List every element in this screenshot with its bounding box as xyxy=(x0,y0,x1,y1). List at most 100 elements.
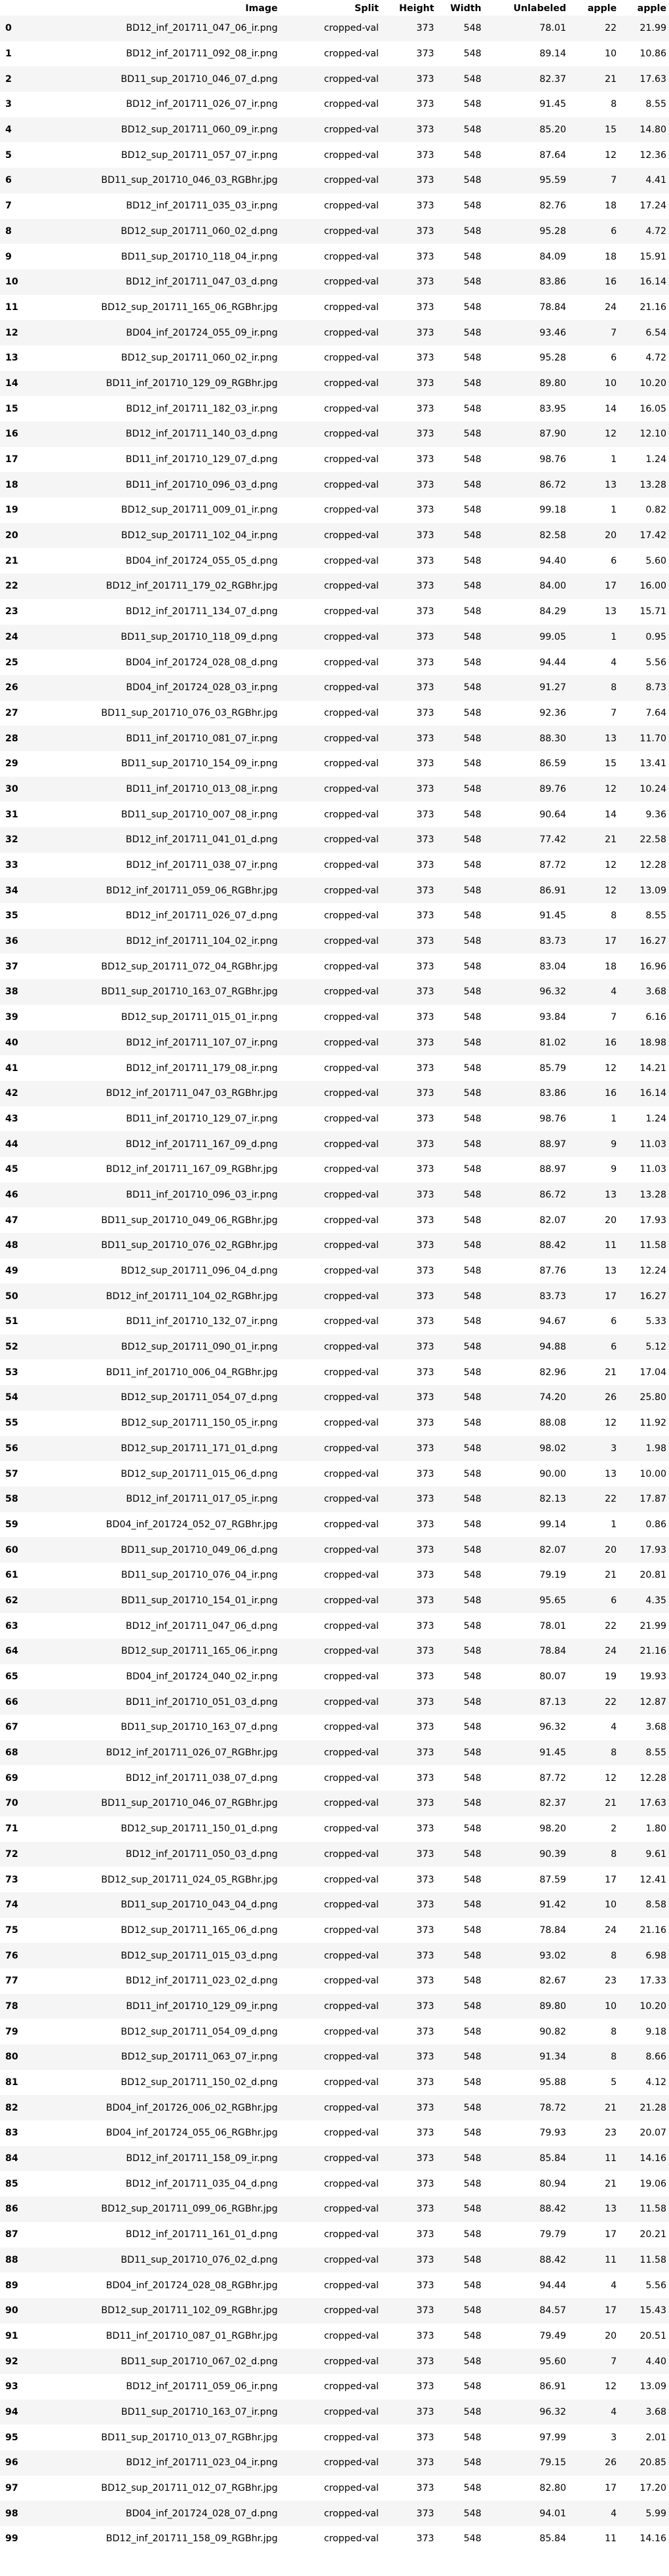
row-index: 96 xyxy=(5,2457,18,2469)
row-index: 84 xyxy=(5,2153,18,2164)
split-cell: cropped-val xyxy=(324,860,379,871)
height-cell: 373 xyxy=(416,936,434,947)
table-row: 57 BD12_sup_201711_015_06_d.png cropped-va… xyxy=(0,1461,669,1487)
split-cell: cropped-val xyxy=(324,1088,379,1099)
width-cell: 548 xyxy=(463,353,482,364)
unlabeled-cell: 97.99 xyxy=(539,2432,566,2443)
height-cell: 373 xyxy=(416,2204,434,2215)
height-cell: 373 xyxy=(416,429,434,440)
row-index: 45 xyxy=(5,1164,18,1175)
image-cell: BD12_sup_201711_057_07_ir.png xyxy=(121,149,278,161)
apple-percent-cell: 11.03 xyxy=(640,1164,666,1175)
split-cell: cropped-val xyxy=(324,1544,379,1555)
height-cell: 373 xyxy=(416,1037,434,1048)
table-row: 71 BD12_sup_201711_150_01_d.png cropped-va… xyxy=(0,1816,669,1842)
table-row: 76 BD12_sup_201711_015_03_d.png cropped-va… xyxy=(0,1943,669,1968)
height-cell: 373 xyxy=(416,1215,434,1226)
table-row: 90 BD12_sup_201711_102_09_RGBhr.jpg croppe… xyxy=(0,2297,669,2324)
unlabeled-cell: 85.84 xyxy=(539,2533,566,2545)
apple-count-cell: 1 xyxy=(611,631,617,642)
image-cell: BD11_sup_201710_067_02_d.png xyxy=(121,2356,278,2367)
row-index: 74 xyxy=(5,1900,18,1911)
row-index: 65 xyxy=(5,1671,18,1683)
table-row: 38 BD11_sup_201710_163_07_RGBhr.jpg croppe… xyxy=(0,979,669,1005)
image-cell: BD04_inf_201724_040_02_ir.png xyxy=(126,1671,278,1683)
table-row: 65 BD04_inf_201724_040_02_ir.png cropped-v… xyxy=(0,1664,669,1690)
split-cell: cropped-val xyxy=(324,1392,379,1403)
width-cell: 548 xyxy=(463,2026,482,2037)
apple-percent-cell: 14.80 xyxy=(640,125,666,136)
apple-percent-cell: 17.04 xyxy=(640,1367,666,1378)
unlabeled-cell: 94.88 xyxy=(539,1342,566,1353)
split-cell: cropped-val xyxy=(324,2254,379,2265)
table-row: 93 BD12_inf_201711_059_06_ir.png cropped-v… xyxy=(0,2373,669,2400)
unlabeled-cell: 91.45 xyxy=(539,1747,566,1759)
height-cell: 373 xyxy=(416,403,434,414)
apple-percent-cell: 5.60 xyxy=(645,555,666,566)
row-index: 71 xyxy=(5,1824,18,1835)
apple-percent-cell: 4.35 xyxy=(645,1595,666,1606)
height-cell: 373 xyxy=(416,809,434,820)
apple-percent-cell: 9.18 xyxy=(645,2026,666,2037)
row-index: 89 xyxy=(5,2280,18,2291)
width-cell: 548 xyxy=(463,2204,482,2215)
apple-percent-cell: 17.20 xyxy=(640,2483,666,2494)
apple-count-cell: 15 xyxy=(605,758,617,770)
apple-percent-cell: 8.55 xyxy=(645,99,666,110)
apple-percent-cell: 17.63 xyxy=(640,73,666,85)
image-cell: BD11_sup_201710_118_04_ir.png xyxy=(121,251,278,262)
unlabeled-cell: 82.76 xyxy=(539,201,566,212)
row-index: 40 xyxy=(5,1037,18,1048)
image-cell: BD12_inf_201711_104_02_RGBhr.jpg xyxy=(105,1291,278,1302)
apple-count-cell: 2 xyxy=(611,1824,617,1835)
table-row: 15 BD12_inf_201711_182_03_ir.png cropped-v… xyxy=(0,396,669,421)
table-row: 66 BD11_inf_201710_051_03_d.png cropped-va… xyxy=(0,1689,669,1715)
width-cell: 548 xyxy=(463,2533,482,2545)
apple-count-cell: 24 xyxy=(605,1646,617,1657)
apple-percent-cell: 21.16 xyxy=(640,1646,666,1657)
apple-count-cell: 11 xyxy=(605,1240,617,1251)
apple-percent-cell: 17.93 xyxy=(640,1215,666,1226)
row-index: 77 xyxy=(5,1976,18,1987)
split-cell: cropped-val xyxy=(324,2102,379,2113)
width-cell: 548 xyxy=(463,657,482,668)
apple-percent-cell: 12.36 xyxy=(640,149,666,161)
width-cell: 548 xyxy=(463,1012,482,1023)
width-cell: 548 xyxy=(463,1848,482,1860)
width-cell: 548 xyxy=(463,2356,482,2367)
split-cell: cropped-val xyxy=(324,505,379,516)
apple-percent-cell: 4.12 xyxy=(645,2077,666,2088)
split-cell: cropped-val xyxy=(324,403,379,414)
table-row: 47 BD11_sup_201710_049_06_RGBhr.jpg croppe… xyxy=(0,1207,669,1233)
apple-percent-cell: 21.16 xyxy=(640,1924,666,1936)
width-cell: 548 xyxy=(463,1595,482,1606)
apple-percent-cell: 19.93 xyxy=(640,1671,666,1683)
apple-percent-cell: 12.28 xyxy=(640,860,666,871)
table-row: 44 BD12_inf_201711_167_09_d.png cropped-va… xyxy=(0,1131,669,1157)
apple-count-cell: 6 xyxy=(611,555,617,566)
table-row: 91 BD11_inf_201710_087_01_RGBhr.jpg croppe… xyxy=(0,2323,669,2349)
height-cell: 373 xyxy=(416,1900,434,1911)
image-cell: BD12_sup_201711_015_06_d.png xyxy=(121,1468,278,1479)
apple-percent-cell: 0.82 xyxy=(645,505,666,516)
apple-count-cell: 7 xyxy=(611,2356,617,2367)
image-cell: BD12_sup_201711_171_01_d.png xyxy=(121,1443,278,1454)
apple-count-cell: 4 xyxy=(611,1722,617,1733)
split-cell: cropped-val xyxy=(324,2229,379,2240)
height-cell: 373 xyxy=(416,149,434,161)
image-cell: BD11_inf_201710_129_09_ir.png xyxy=(126,2000,278,2012)
row-index: 79 xyxy=(5,2026,18,2037)
unlabeled-cell: 85.79 xyxy=(539,1063,566,1074)
apple-percent-cell: 11.58 xyxy=(640,2204,666,2215)
apple-count-cell: 14 xyxy=(605,403,617,414)
unlabeled-cell: 79.49 xyxy=(539,2330,566,2341)
split-cell: cropped-val xyxy=(324,758,379,770)
image-cell: BD11_sup_201710_046_07_RGBhr.jpg xyxy=(101,1798,278,1809)
apple-percent-cell: 0.86 xyxy=(645,1519,666,1530)
height-cell: 373 xyxy=(416,1494,434,1505)
table-row: 20 BD12_sup_201711_102_04_ir.png cropped-v… xyxy=(0,522,669,549)
height-cell: 373 xyxy=(416,1164,434,1175)
row-index: 93 xyxy=(5,2381,18,2392)
height-cell: 373 xyxy=(416,606,434,617)
